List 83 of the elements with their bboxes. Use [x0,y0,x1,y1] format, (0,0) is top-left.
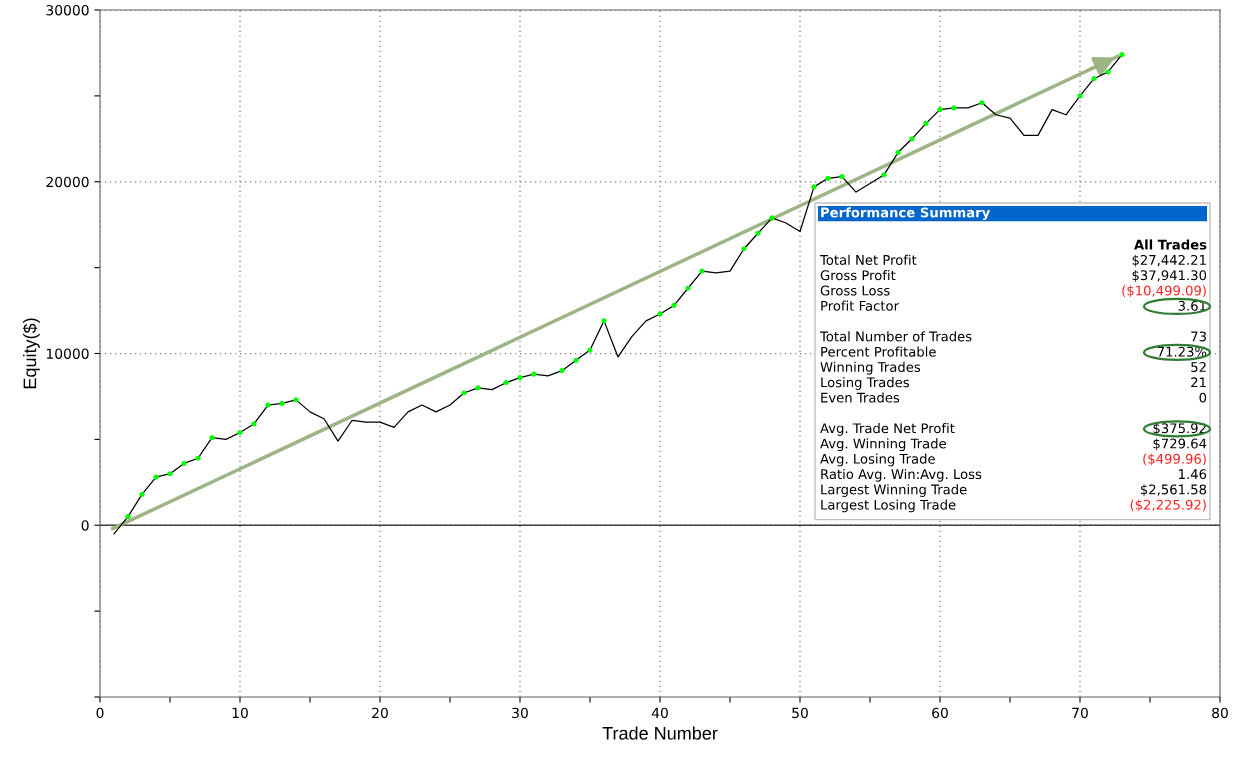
annotation: All Trades [1134,239,1207,250]
y-tick-label: 10000 [46,348,89,359]
annotation: Avg. Trade Net Profit [820,423,955,436]
point [979,100,985,106]
annotation: Gross Loss [820,285,890,296]
point [531,371,537,377]
annotation: Total Net Profit [819,254,917,265]
annotation: 1.46 [1179,469,1207,480]
point [699,268,705,274]
annotation: 52 [1191,362,1206,373]
annotation: ($2,225.92) [1130,499,1206,512]
y-tick-label: 30000 [46,4,89,16]
annotation: Largest Losing Trade [821,499,956,513]
x-tick-label: 70 [1072,707,1088,719]
point [1119,52,1125,58]
x-tick-label: 0 [96,707,104,719]
point [265,402,271,408]
point [685,285,691,291]
point [825,175,831,181]
point [951,105,957,111]
annotation: 0 [1199,392,1207,403]
x-tick-label: 50 [792,707,808,719]
annotation: Even Trades [821,392,900,403]
point [839,174,845,180]
annotation: $37,941.30 [1132,270,1207,282]
annotation: Avg. Winning Trade [820,438,946,452]
point [251,421,257,427]
point [881,172,887,178]
annotation: Performance Summary [821,207,991,221]
annotation: ($499.96) [1143,453,1206,466]
annotation: $2,561.58 [1140,484,1207,497]
annotation: Total Number of Trades [819,331,972,342]
x-tick-label: 10 [232,707,248,719]
point [139,491,145,497]
x-tick-label: 60 [932,707,948,719]
annotation: 21 [1191,377,1206,388]
point [909,136,915,142]
y-axis-title: Equity($) [22,318,40,389]
annotation: 71.23% [1157,346,1207,357]
point [153,474,159,480]
annotation: Largest Winning Trade [821,484,967,497]
annotation: Avg. Losing Trade [820,453,935,467]
x-axis-title: Trade Number [602,726,718,740]
annotation: 73 [1191,331,1206,342]
point [811,184,817,190]
x-tick-label: 40 [651,707,668,719]
x-tick-label: 80 [1212,707,1228,719]
point [601,318,607,324]
annotation: $729.64 [1153,438,1207,451]
point [461,390,467,396]
annotation: Gross Profit [820,270,896,281]
point [167,471,173,477]
point [293,397,299,403]
point [741,246,747,252]
point [559,368,565,374]
point [769,215,775,221]
point [587,347,593,353]
point [125,514,131,520]
x-tick-label: 30 [512,707,528,719]
point [755,230,761,236]
annotation: $375.92 [1153,423,1206,435]
y-tick-label: 0 [81,520,89,531]
point [671,302,677,309]
annotation: Profit Factor [821,300,899,311]
point [209,435,215,441]
point [475,385,481,391]
annotation: ($10,499.09) [1122,285,1206,298]
point [195,455,201,461]
annotation: Winning Trades [820,361,921,375]
point [1091,76,1097,82]
point [181,460,187,467]
point [279,400,285,406]
x-tick-label: 20 [372,707,388,719]
annotation: Percent Profitable [821,346,936,357]
point [895,149,901,156]
point [1105,69,1111,75]
point [573,357,579,363]
annotation: $27,442.21 [1132,254,1206,267]
annotation: Losing Trades [821,377,910,390]
point [503,380,509,386]
annotation: Ratio Avg. Win:Avg. Loss [821,468,982,482]
point [923,120,929,126]
y-tick-label: 20000 [46,176,89,188]
